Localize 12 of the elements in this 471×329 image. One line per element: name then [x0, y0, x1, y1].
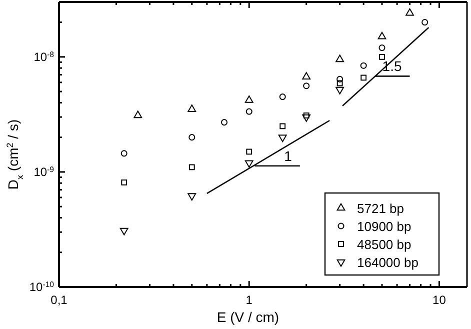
y-tick-label: 10$^{-10}$: [29, 280, 55, 294]
legend-label: 164000 bp: [357, 255, 418, 270]
y-tick-label: 10$^{-8}$: [34, 49, 54, 64]
legend-label: 48500 bp: [357, 237, 412, 252]
x-tick-label: 0,1: [50, 293, 68, 307]
annotation: 1: [284, 148, 292, 164]
x-axis-title: E (V / cm): [216, 309, 280, 325]
x-tick-label: 1: [246, 293, 253, 307]
legend-label: 5721 bp: [357, 201, 404, 216]
y-tick-label: 10$^{-9}$: [34, 164, 54, 179]
x-tick-label: 10: [432, 293, 446, 307]
legend-label: 10900 bp: [357, 219, 412, 234]
